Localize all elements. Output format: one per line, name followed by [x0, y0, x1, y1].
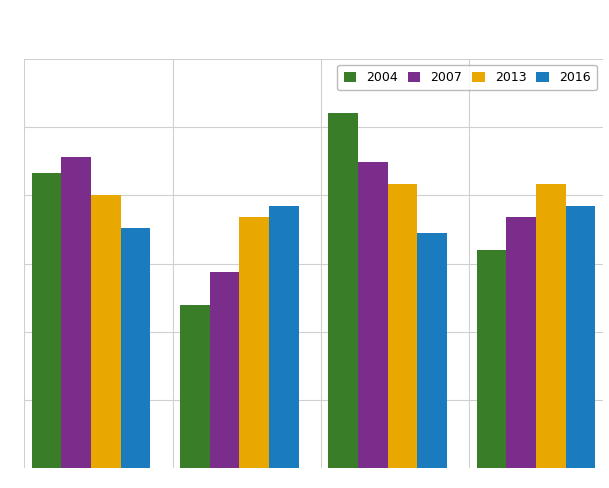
- Bar: [91, 195, 121, 468]
- Bar: [507, 217, 536, 468]
- Bar: [388, 184, 418, 468]
- Bar: [358, 163, 388, 468]
- Bar: [418, 233, 447, 468]
- Bar: [269, 206, 299, 468]
- Bar: [477, 250, 507, 468]
- Bar: [62, 157, 91, 468]
- Bar: [32, 173, 62, 468]
- Bar: [566, 206, 596, 468]
- Bar: [239, 217, 269, 468]
- Bar: [328, 113, 358, 468]
- Bar: [209, 272, 239, 468]
- Legend: 2004, 2007, 2013, 2016: 2004, 2007, 2013, 2016: [337, 65, 597, 90]
- Bar: [180, 305, 209, 468]
- Bar: [121, 228, 150, 468]
- Bar: [536, 184, 566, 468]
